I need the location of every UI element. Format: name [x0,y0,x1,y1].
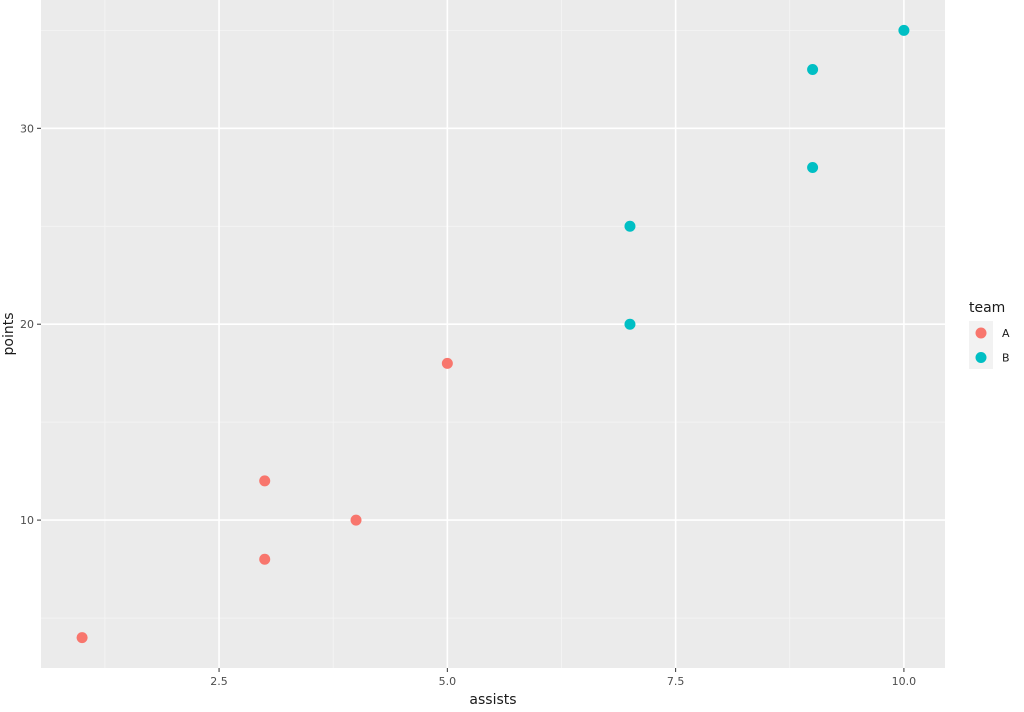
y-tick-label: 10 [20,514,34,527]
data-point-b [807,64,819,76]
data-point-b [898,24,910,36]
y-axis: 10 20 30 [20,122,41,527]
legend-keys: AB [969,321,1010,369]
y-tick-label: 30 [20,122,34,135]
data-point-a [76,632,88,644]
data-point-a [350,514,362,526]
minor-gridlines [41,0,945,668]
data-point-b [807,161,819,173]
major-gridlines [41,0,945,668]
x-tick-label: 7.5 [667,675,685,688]
x-axis: 2.5 5.0 7.5 10.0 [210,668,916,688]
legend-label-a: A [1002,327,1010,340]
data-point-b [624,318,636,330]
x-tick-label: 5.0 [439,675,457,688]
data-point-a [441,357,453,369]
legend-title: team [969,300,1005,316]
data-points [76,24,910,644]
data-point-a [259,553,271,565]
x-tick-label: 10.0 [892,675,917,688]
legend-key-b [975,352,987,363]
y-axis-title: points [1,313,17,356]
legend-key-a [975,327,987,339]
x-tick-label: 2.5 [210,675,228,688]
x-axis-title: assists [469,692,516,708]
data-point-b [624,220,636,232]
legend: team AB [969,300,1010,369]
y-tick-label: 20 [20,318,34,331]
legend-label-b: B [1002,352,1010,365]
data-point-a [259,475,271,487]
plot-panel [41,0,945,668]
